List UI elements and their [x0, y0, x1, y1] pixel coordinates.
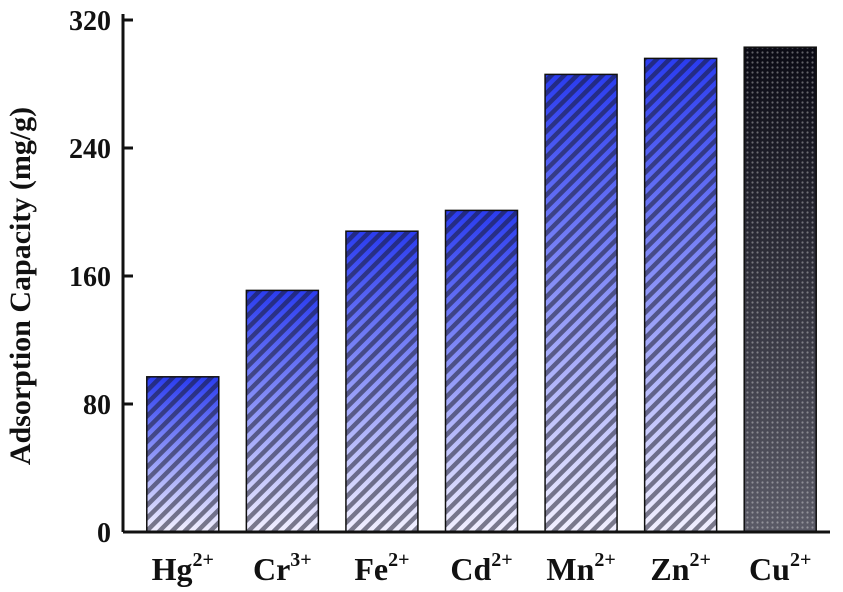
x-category-label: Hg2+ — [152, 549, 214, 587]
bar-pattern — [345, 231, 418, 532]
bar-fe — [345, 230, 419, 533]
bar-pattern — [644, 58, 717, 533]
bar-hg — [146, 376, 220, 533]
y-tick-label: 160 — [69, 262, 111, 293]
axes-group — [121, 14, 830, 534]
bar-pattern — [545, 74, 618, 533]
bars-group — [146, 46, 817, 533]
y-tick-label: 320 — [69, 6, 111, 37]
x-labels-group: Hg2+ Cr3+ Fe2+ Cd2+ Mn2+ Zn2+ Cu2+ — [152, 549, 812, 587]
x-category-label: Mn2+ — [546, 549, 615, 587]
bar-pattern — [445, 210, 518, 532]
y-tick-label: 0 — [97, 518, 111, 549]
bar-pattern — [246, 290, 319, 532]
bar-cu — [743, 46, 817, 533]
x-category-label: Cd2+ — [450, 549, 512, 587]
y-tick-label: 80 — [83, 390, 111, 421]
x-category-label: Zn2+ — [650, 549, 711, 587]
bar-zn — [643, 57, 718, 533]
x-category-label: Fe2+ — [354, 549, 409, 587]
bar-mn — [544, 73, 618, 533]
y-ticks-group: 0 80 160 240 320 — [69, 6, 133, 549]
y-axis-title: Adsorption Capacity (mg/g) — [4, 107, 37, 465]
x-category-label: Cu2+ — [749, 549, 811, 587]
bar-cd — [444, 209, 519, 533]
y-tick-label: 240 — [69, 134, 111, 165]
bar-cr — [245, 289, 320, 533]
bar-pattern — [146, 376, 219, 532]
bar-pattern — [744, 47, 817, 532]
x-category-label: Cr3+ — [253, 549, 312, 587]
